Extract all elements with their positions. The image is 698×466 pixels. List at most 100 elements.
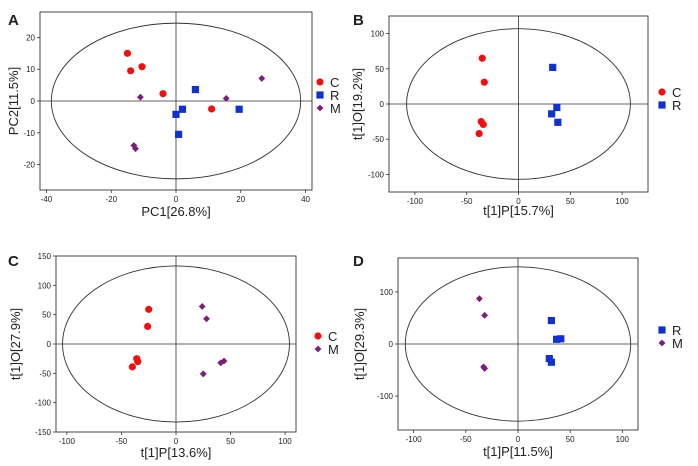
point-m [132, 145, 139, 153]
panel-label: A [8, 12, 19, 29]
x-tick-label: -100 [407, 197, 424, 206]
x-tick-label: -40 [41, 195, 53, 204]
point-c [128, 363, 136, 371]
point-m [198, 303, 206, 310]
legend-label-r: R [672, 98, 681, 113]
x-tick-label: 0 [174, 437, 179, 446]
legend-label-c: C [328, 329, 337, 344]
legend-marker-r [316, 91, 324, 99]
point-c [127, 67, 135, 75]
point-r [547, 316, 555, 325]
point-c [475, 129, 483, 138]
legend-label-c: C [672, 85, 681, 100]
legend-label-m: M [672, 336, 683, 351]
y-tick-label: -50 [372, 135, 384, 144]
y-tick-label: 50 [42, 311, 51, 320]
point-c [138, 63, 146, 71]
x-tick-label: -100 [59, 437, 76, 446]
x-tick-label: 100 [616, 435, 630, 444]
point-c [134, 358, 142, 366]
panel-label: B [353, 12, 364, 29]
point-r [548, 110, 556, 118]
point-r [554, 118, 562, 126]
point-c [208, 105, 216, 113]
legend-marker-r [658, 101, 666, 109]
y-tick-label: 100 [380, 288, 394, 297]
y-tick-label: 20 [26, 33, 35, 42]
x-tick-label: 0 [174, 195, 179, 204]
y-tick-label: 100 [38, 281, 52, 290]
panel-label: C [8, 253, 19, 270]
x-tick-label: -50 [460, 435, 472, 444]
confidence-ellipse [404, 266, 632, 422]
x-axis-label: t[1]P[11.5%] [483, 444, 553, 459]
x-axis-label: t[1]P[13.6%] [141, 445, 212, 460]
x-axis-label: t[1]P[15.7%] [483, 203, 554, 218]
legend-label-m: M [330, 101, 341, 116]
point-c [480, 78, 488, 86]
x-tick-label: -20 [105, 195, 117, 204]
x-tick-label: 100 [278, 437, 292, 446]
y-tick-label: -10 [23, 129, 35, 138]
y-tick-label: -50 [39, 369, 51, 378]
legend-marker-m [658, 339, 666, 347]
point-r [178, 105, 187, 113]
confidence-ellipse [50, 22, 302, 180]
x-tick-label: -50 [461, 197, 473, 206]
x-tick-label: 20 [236, 195, 245, 204]
legend-marker-c [314, 332, 322, 340]
point-r [172, 110, 180, 118]
x-tick-label: 0 [516, 435, 521, 444]
point-r [549, 63, 557, 71]
point-c [145, 305, 153, 313]
legend-marker-m [316, 104, 324, 112]
legend-label-c: C [330, 75, 339, 90]
point-c [123, 49, 132, 57]
x-tick-label: 50 [226, 437, 235, 446]
point-c [144, 322, 152, 330]
point-r [191, 85, 200, 94]
panel-b: -100 -50 0 50 100 -100 -50 0 50 100 t[1]P[15.7%] t[… [350, 12, 681, 218]
point-m [222, 95, 230, 102]
point-r [547, 358, 555, 366]
legend-marker-c [316, 78, 324, 86]
point-r [553, 103, 561, 112]
point-c [478, 54, 486, 62]
y-tick-label: 150 [38, 252, 52, 261]
point-m [217, 359, 225, 367]
y-tick-label: -100 [368, 170, 385, 179]
confidence-ellipse [62, 265, 290, 423]
confidence-ellipse [406, 28, 631, 180]
point-m [136, 93, 144, 101]
point-m [258, 75, 266, 82]
point-m [199, 370, 207, 378]
x-tick-label: -50 [116, 437, 128, 446]
y-tick-label: 0 [380, 100, 385, 109]
y-axis-label: PC2[11.5%] [6, 67, 21, 135]
x-tick-label: 0 [516, 197, 521, 206]
x-tick-label: 100 [615, 197, 629, 206]
point-m [475, 295, 483, 303]
y-tick-label: -100 [35, 399, 52, 408]
point-r [553, 335, 561, 343]
legend-label-r: R [330, 88, 339, 103]
point-r [545, 354, 553, 363]
y-tick-label: 100 [371, 30, 385, 39]
y-tick-label: -100 [377, 392, 394, 401]
point-m [203, 315, 210, 323]
y-axis-label: t[1]O[27.9%] [8, 308, 23, 380]
point-r [174, 130, 183, 138]
x-axis-label: PC1[26.8%] [141, 204, 210, 219]
x-tick-label: 50 [566, 435, 575, 444]
point-m [481, 365, 489, 372]
y-axis-label: t[1]O[29.3%] [352, 308, 367, 380]
legend-label-m: M [328, 342, 339, 357]
x-tick-label: 40 [301, 195, 310, 204]
y-tick-label: 0 [389, 340, 394, 349]
y-tick-label: -20 [23, 161, 35, 170]
point-r [557, 335, 565, 343]
x-tick-label: -100 [406, 435, 423, 444]
y-tick-label: 0 [31, 97, 36, 106]
y-tick-label: -150 [35, 428, 52, 437]
